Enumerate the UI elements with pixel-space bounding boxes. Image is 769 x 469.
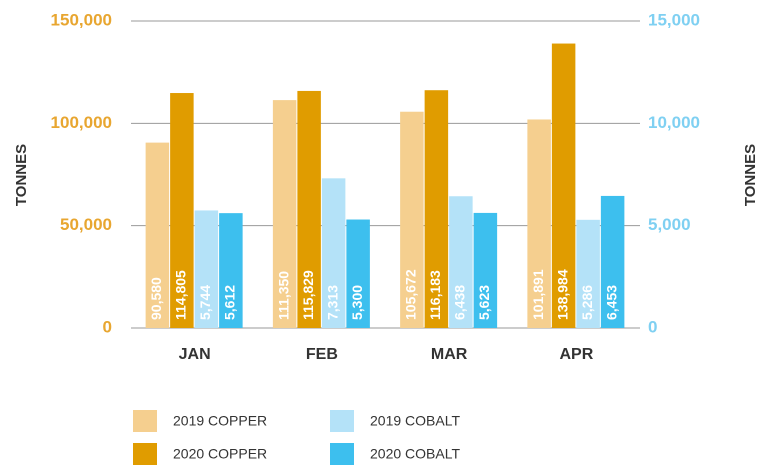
legend-label: 2020 COPPER bbox=[173, 446, 267, 462]
y2-axis-title: TONNES bbox=[742, 144, 759, 206]
value-label: 138,984 bbox=[554, 269, 570, 320]
legend-label: 2019 COBALT bbox=[370, 413, 460, 429]
value-label: 5,612 bbox=[222, 285, 238, 320]
legend-swatch bbox=[133, 443, 157, 465]
y-tick-label: 100,000 bbox=[51, 113, 112, 132]
value-label: 90,580 bbox=[148, 277, 164, 320]
x-tick-label: JAN bbox=[179, 346, 211, 363]
bar bbox=[449, 196, 473, 328]
bar bbox=[473, 212, 498, 328]
bar bbox=[576, 219, 600, 328]
value-label: 116,183 bbox=[427, 270, 443, 320]
value-label: 105,672 bbox=[403, 269, 419, 320]
bar bbox=[400, 111, 424, 328]
value-label: 6,453 bbox=[603, 285, 619, 320]
value-label: 6,438 bbox=[452, 285, 468, 320]
y2-tick-label: 0 bbox=[648, 317, 657, 336]
bar bbox=[145, 142, 170, 328]
y2-tick-label: 5,000 bbox=[648, 215, 691, 234]
x-tick-label: APR bbox=[559, 346, 593, 363]
legend-label: 2020 COBALT bbox=[370, 446, 460, 462]
value-label: 5,744 bbox=[197, 285, 213, 320]
bar bbox=[321, 178, 346, 328]
bar bbox=[551, 43, 576, 328]
value-label: 111,350 bbox=[275, 271, 291, 320]
legend-swatch bbox=[330, 443, 354, 465]
bar bbox=[194, 210, 219, 328]
legend-label: 2019 COPPER bbox=[173, 413, 267, 429]
bar bbox=[346, 219, 370, 328]
x-tick-label: MAR bbox=[431, 346, 468, 363]
bar bbox=[424, 90, 449, 328]
legend-swatch bbox=[133, 410, 157, 432]
y-tick-label: 0 bbox=[103, 317, 112, 336]
bar bbox=[272, 100, 297, 328]
y-axis-title: TONNES bbox=[13, 144, 30, 206]
bar bbox=[297, 90, 321, 328]
bar bbox=[600, 195, 625, 328]
bar bbox=[170, 93, 194, 328]
x-tick-label: FEB bbox=[306, 346, 338, 363]
value-label: 5,300 bbox=[349, 285, 365, 320]
value-label: 5,286 bbox=[579, 285, 595, 320]
legend-swatch bbox=[330, 410, 354, 432]
y2-tick-label: 15,000 bbox=[648, 10, 700, 29]
bar bbox=[219, 213, 243, 328]
value-label: 114,805 bbox=[173, 270, 189, 320]
value-label: 5,623 bbox=[476, 285, 492, 320]
value-label: 101,891 bbox=[530, 269, 546, 320]
value-label: 7,313 bbox=[324, 285, 340, 320]
y-tick-label: 50,000 bbox=[60, 215, 112, 234]
bar bbox=[527, 119, 551, 328]
y-tick-label: 150,000 bbox=[51, 10, 112, 29]
value-label: 115,829 bbox=[300, 270, 316, 320]
y2-tick-label: 10,000 bbox=[648, 113, 700, 132]
